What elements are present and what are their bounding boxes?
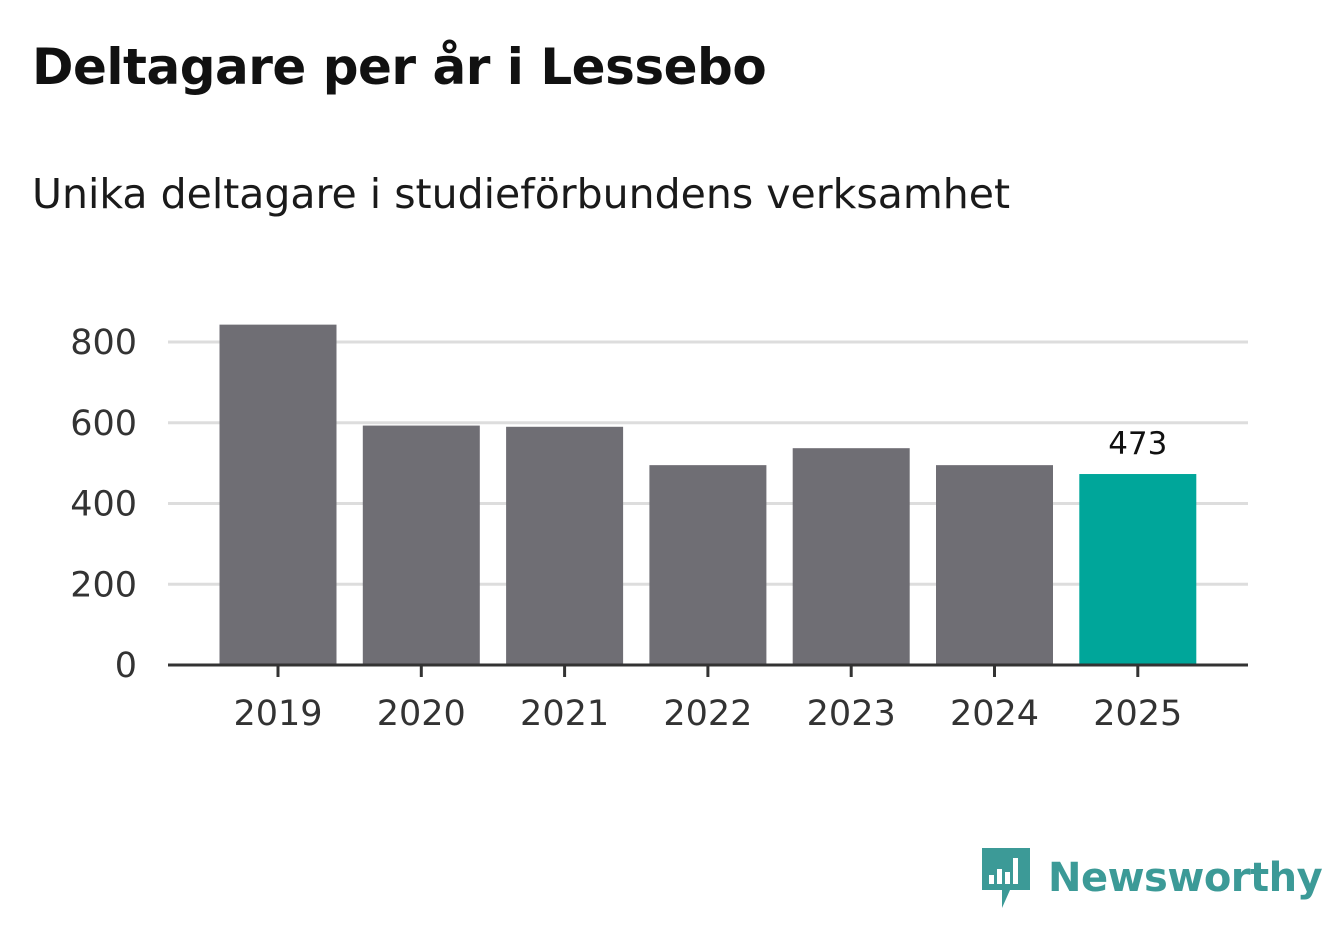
bar-2025 [1079, 474, 1197, 665]
axes [168, 663, 1248, 677]
x-tick-label: 2020 [377, 694, 466, 734]
chart-title: Deltagare per år i Lessebo [32, 38, 767, 96]
x-tick-label: 2021 [520, 694, 609, 734]
brand-name: Newsworthy [1048, 855, 1322, 901]
bars [219, 324, 1197, 665]
x-tick-label: 2022 [663, 694, 752, 734]
bar-2023 [792, 448, 910, 665]
x-tick-label: 2025 [1093, 694, 1182, 734]
labels: 0 200 400 600 800 2019 2020 2021 2022 2023 2024 202… [70, 323, 1182, 734]
y-tick-label: 600 [70, 404, 137, 444]
newsworthy-logo-icon [982, 848, 1030, 908]
bar-2022 [649, 465, 767, 665]
x-tick-label: 2023 [807, 694, 896, 734]
bar-2021 [506, 426, 624, 665]
bar-2020 [362, 425, 480, 665]
y-tick-label: 200 [70, 565, 137, 605]
x-tick-label: 2019 [233, 694, 322, 734]
data-label: 473 [1108, 426, 1167, 462]
bar-2024 [936, 465, 1053, 665]
bar-2019 [219, 324, 337, 665]
y-tick-label: 0 [115, 646, 137, 686]
y-tick-label: 400 [70, 485, 137, 525]
y-tick-label: 800 [70, 323, 137, 363]
chart-subtitle: Unika deltagare i studieförbundens verks… [32, 170, 1011, 218]
x-tick-label: 2024 [950, 694, 1039, 734]
newsworthy-logo: Newsworthy [982, 848, 1322, 908]
